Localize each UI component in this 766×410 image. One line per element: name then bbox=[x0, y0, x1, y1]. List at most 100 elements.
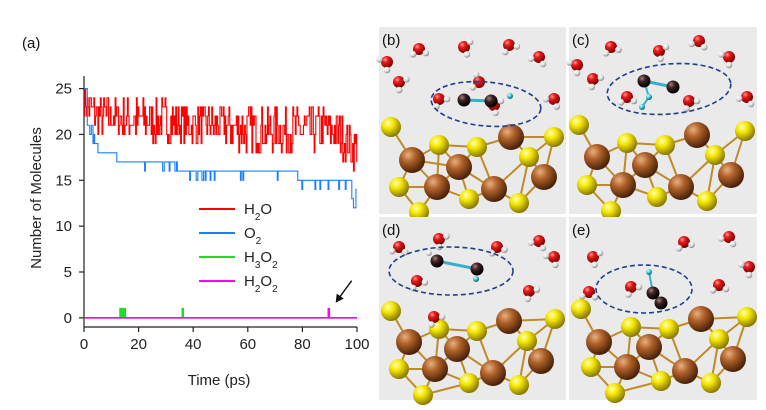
carbon-atom bbox=[646, 286, 660, 300]
y-tick-label: 0 bbox=[64, 310, 72, 327]
sulfur-atom bbox=[509, 375, 529, 395]
sulfur-atom bbox=[659, 319, 679, 339]
panel-label-d: (d) bbox=[382, 222, 400, 239]
hydrogen-atom bbox=[646, 94, 652, 100]
hydrogen-atom bbox=[409, 50, 417, 58]
hydrogen-atom bbox=[539, 60, 547, 68]
sulfur-atom bbox=[601, 201, 621, 221]
iron-atom bbox=[672, 358, 698, 384]
x-tick-label: 0 bbox=[80, 336, 88, 353]
axis-frame bbox=[83, 76, 357, 328]
hydrogen-atom bbox=[625, 291, 632, 298]
series-h2o2 bbox=[84, 307, 357, 319]
oxygen-atom bbox=[533, 235, 545, 247]
sulfur-atom bbox=[737, 307, 757, 327]
hydrogen-atom bbox=[747, 100, 755, 108]
oxygen-atom bbox=[533, 51, 545, 63]
sulfur-atom bbox=[389, 177, 409, 197]
iron-atom bbox=[632, 152, 658, 178]
hydrogen-atom bbox=[729, 240, 737, 248]
iron-atom bbox=[531, 164, 557, 190]
hydrogen-atom bbox=[709, 286, 717, 294]
hydrogen-atom bbox=[718, 51, 725, 58]
sulfur-atom bbox=[581, 357, 601, 377]
oxygen-atom bbox=[587, 73, 599, 85]
oxygen-atom bbox=[548, 93, 560, 105]
oxygen-atom bbox=[723, 51, 735, 63]
hydrogen-atom bbox=[657, 55, 664, 63]
molecular-scene bbox=[381, 232, 565, 405]
hydrogen-atom bbox=[383, 66, 391, 74]
carbon-atom bbox=[637, 74, 651, 88]
sulfur-atom bbox=[651, 371, 671, 391]
series-layer bbox=[84, 88, 358, 319]
hydrogen-atom bbox=[497, 97, 505, 105]
hydrogen-atom bbox=[539, 244, 547, 252]
snapshot-panel-e: (e) bbox=[569, 217, 757, 403]
sulfur-atom bbox=[571, 299, 591, 319]
iron-atom bbox=[610, 172, 636, 198]
molecular-scene bbox=[571, 231, 757, 403]
sulfur-atom bbox=[544, 127, 564, 147]
iron-atom bbox=[424, 174, 450, 200]
hydrogen-atom bbox=[401, 248, 409, 256]
x-tick-label: 40 bbox=[185, 336, 202, 353]
hydrogen-atom bbox=[578, 292, 586, 300]
hydrogen-atom bbox=[591, 293, 599, 301]
oxygen-atom bbox=[393, 241, 405, 253]
oxygen-atom bbox=[571, 59, 583, 71]
sulfur-atom bbox=[413, 385, 433, 405]
hydrogen-atom bbox=[553, 103, 561, 110]
iron-atom bbox=[528, 348, 554, 374]
carbon-atom bbox=[430, 254, 444, 268]
hydrogen-atom bbox=[426, 250, 432, 256]
sulfur-atom bbox=[647, 187, 667, 207]
hydrogen-atom bbox=[639, 104, 645, 110]
x-axis-title: Time (ps) bbox=[188, 372, 251, 389]
hydrogen-atom bbox=[492, 109, 499, 117]
hydrogen-atom bbox=[617, 98, 625, 106]
oxygen-atom bbox=[458, 41, 470, 53]
iron-atom bbox=[422, 356, 448, 382]
oxygen-atom bbox=[653, 45, 665, 57]
hydrogen-atom bbox=[693, 97, 701, 105]
x-tick-label: 20 bbox=[130, 336, 147, 353]
sulfur-atom bbox=[467, 137, 487, 157]
oxygen-atom bbox=[503, 39, 515, 51]
oxygen-atom bbox=[587, 251, 599, 263]
hydrogen-atom bbox=[513, 43, 521, 50]
oxygen-atom bbox=[413, 43, 425, 55]
panel-label-a: (a) bbox=[22, 35, 40, 52]
hydrogen-atom bbox=[422, 49, 430, 57]
carbon-atom bbox=[666, 80, 680, 94]
highlight-ellipse bbox=[430, 80, 542, 128]
iron-atom bbox=[396, 329, 422, 355]
iron-atom bbox=[614, 354, 640, 380]
panel-label-e: (e) bbox=[572, 222, 590, 239]
iron-atom bbox=[444, 336, 470, 362]
hydrogen-atom bbox=[700, 43, 708, 51]
sulfur-atom bbox=[429, 135, 449, 155]
sulfur-atom bbox=[655, 135, 675, 155]
iron-atom bbox=[586, 329, 612, 355]
oxygen-atom bbox=[723, 231, 735, 243]
hydrogen-atom bbox=[466, 38, 474, 46]
bond bbox=[435, 259, 479, 271]
hydrogen-atom bbox=[443, 95, 451, 103]
iron-atom bbox=[480, 360, 506, 386]
iron-atom bbox=[498, 124, 524, 150]
y-axis-title: Number of Molecules bbox=[28, 127, 45, 269]
hydrogen-atom bbox=[722, 285, 730, 293]
sulfur-atom bbox=[617, 133, 637, 153]
oxygen-atom bbox=[713, 279, 725, 291]
molecular-scene bbox=[376, 38, 564, 222]
carbon-atom bbox=[457, 93, 471, 107]
hydrogen-atom bbox=[524, 295, 532, 303]
hydrogen-atom bbox=[552, 261, 559, 269]
hydrogen-atom bbox=[501, 246, 508, 254]
hydrogen-atom bbox=[745, 271, 753, 279]
hydrogen-atom bbox=[573, 69, 581, 77]
y-tick-label: 20 bbox=[55, 126, 72, 143]
sulfur-atom bbox=[697, 191, 717, 211]
